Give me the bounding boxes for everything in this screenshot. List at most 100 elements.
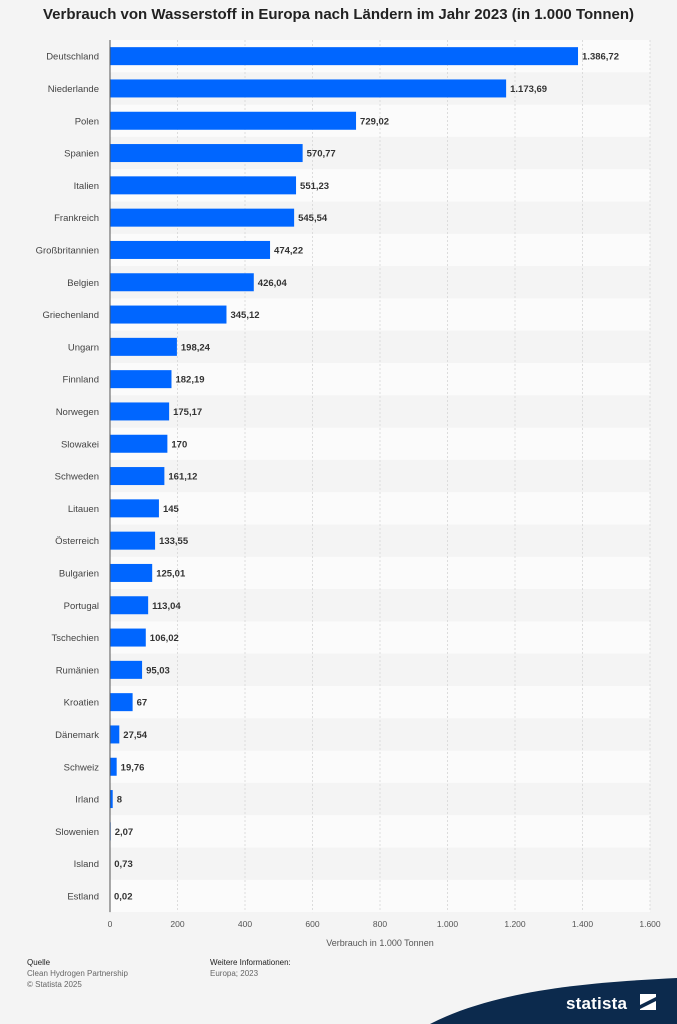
x-tick-label: 1.600 <box>639 919 661 929</box>
category-label: Schweiz <box>64 762 100 773</box>
value-label: 175,17 <box>173 407 202 418</box>
value-label: 474,22 <box>274 245 303 256</box>
value-label: 161,12 <box>168 472 197 483</box>
copyright-line: © Statista 2025 <box>27 980 82 989</box>
brand-wave <box>430 978 677 1024</box>
value-label: 426,04 <box>258 278 288 289</box>
x-axis-label: Verbrauch in 1.000 Tonnen <box>326 938 433 948</box>
category-label: Dänemark <box>55 730 99 741</box>
value-label: 545,54 <box>298 213 328 224</box>
value-label: 0,02 <box>114 891 132 902</box>
labels: 0 200 400 600 800 1.000 1.200 1.400 1.600 Deutsch… <box>36 52 661 929</box>
bar[interactable] <box>110 273 254 292</box>
value-label: 106,02 <box>150 633 179 644</box>
value-label: 729,02 <box>360 116 389 127</box>
bar[interactable] <box>110 111 357 130</box>
category-label: Slowenien <box>55 827 99 838</box>
info-line: Europa; 2023 <box>210 969 259 978</box>
bars <box>110 47 579 905</box>
bar[interactable] <box>110 144 303 163</box>
category-label: Schweden <box>55 472 99 483</box>
category-label: Rumänien <box>56 665 99 676</box>
value-label: 95,03 <box>146 665 170 676</box>
category-label: Litauen <box>68 504 99 515</box>
bar[interactable] <box>110 628 146 647</box>
x-tick-label: 0 <box>108 919 113 929</box>
category-label: Belgien <box>67 278 99 289</box>
category-label: Griechenland <box>42 310 99 321</box>
bar[interactable] <box>110 79 507 98</box>
bar[interactable] <box>110 596 149 615</box>
bar[interactable] <box>110 305 227 324</box>
value-label: 113,04 <box>152 601 181 612</box>
bar[interactable] <box>110 693 133 712</box>
value-label: 551,23 <box>300 181 329 192</box>
category-label: Tschechien <box>51 633 99 644</box>
value-label: 133,55 <box>159 536 189 547</box>
x-tick-label: 1.000 <box>437 919 459 929</box>
category-label: Spanien <box>64 149 99 160</box>
value-label: 170 <box>171 439 187 450</box>
bar[interactable] <box>110 499 159 518</box>
category-label: Polen <box>75 116 99 127</box>
brand-name[interactable]: statista <box>566 994 628 1013</box>
category-label: Portugal <box>64 601 99 612</box>
bar[interactable] <box>110 434 168 453</box>
bar[interactable] <box>110 790 113 809</box>
category-label: Norwegen <box>56 407 99 418</box>
x-tick-label: 200 <box>170 919 184 929</box>
category-label: Island <box>74 859 99 870</box>
chart-title: Verbrauch von Wasserstoff in Europa nach… <box>43 6 634 23</box>
category-label: Ungarn <box>68 342 99 353</box>
category-label: Deutschland <box>46 52 99 63</box>
category-label: Slowakei <box>61 439 99 450</box>
value-label: 345,12 <box>230 310 259 321</box>
category-label: Frankreich <box>54 213 99 224</box>
value-label: 0,73 <box>114 859 132 870</box>
value-label: 570,77 <box>307 149 336 160</box>
footer-info[interactable]: Weitere Informationen: Europa; 2023 <box>210 957 291 979</box>
bar[interactable] <box>110 47 579 66</box>
category-label: Bulgarien <box>59 568 99 579</box>
bar[interactable] <box>110 337 177 356</box>
x-tick-label: 1.400 <box>572 919 594 929</box>
source-line: Clean Hydrogen Partnership <box>27 969 128 978</box>
source-heading: Quelle <box>27 958 51 967</box>
bar-chart: 0 200 400 600 800 1.000 1.200 1.400 1.600 Deutsch… <box>36 40 661 948</box>
row-band <box>110 750 650 783</box>
bar[interactable] <box>110 402 170 421</box>
bar[interactable] <box>110 467 165 486</box>
value-label: 182,19 <box>175 375 204 386</box>
value-label: 8 <box>117 795 122 806</box>
category-label: Finnland <box>63 375 99 386</box>
value-label: 67 <box>137 698 148 709</box>
bar[interactable] <box>110 563 153 582</box>
bar[interactable] <box>110 660 143 679</box>
value-label: 145 <box>163 504 180 515</box>
bar[interactable] <box>110 531 156 550</box>
statista-logo-icon <box>640 994 656 1010</box>
category-label: Italien <box>74 181 99 192</box>
bar[interactable] <box>110 176 297 195</box>
brand-banner <box>430 978 677 1024</box>
bar[interactable] <box>110 725 120 744</box>
value-label: 1.386,72 <box>582 52 619 63</box>
value-label: 2,07 <box>115 827 134 838</box>
x-tick-label: 400 <box>238 919 252 929</box>
footer-source: Quelle Clean Hydrogen Partnership © Stat… <box>27 957 128 990</box>
bar[interactable] <box>110 757 117 776</box>
bar[interactable] <box>110 240 271 259</box>
x-tick-label: 800 <box>373 919 387 929</box>
value-label: 125,01 <box>156 568 186 579</box>
bar[interactable] <box>110 370 172 389</box>
category-label: Großbritannien <box>36 245 99 256</box>
info-heading[interactable]: Weitere Informationen: <box>210 958 291 967</box>
category-label: Niederlande <box>48 84 99 95</box>
value-label: 198,24 <box>181 342 211 353</box>
x-tick-label: 600 <box>305 919 319 929</box>
bar[interactable] <box>110 208 295 227</box>
x-tick-label: 1.200 <box>504 919 526 929</box>
value-label: 19,76 <box>121 762 145 773</box>
value-label: 1.173,69 <box>510 84 547 95</box>
category-label: Irland <box>75 795 99 806</box>
